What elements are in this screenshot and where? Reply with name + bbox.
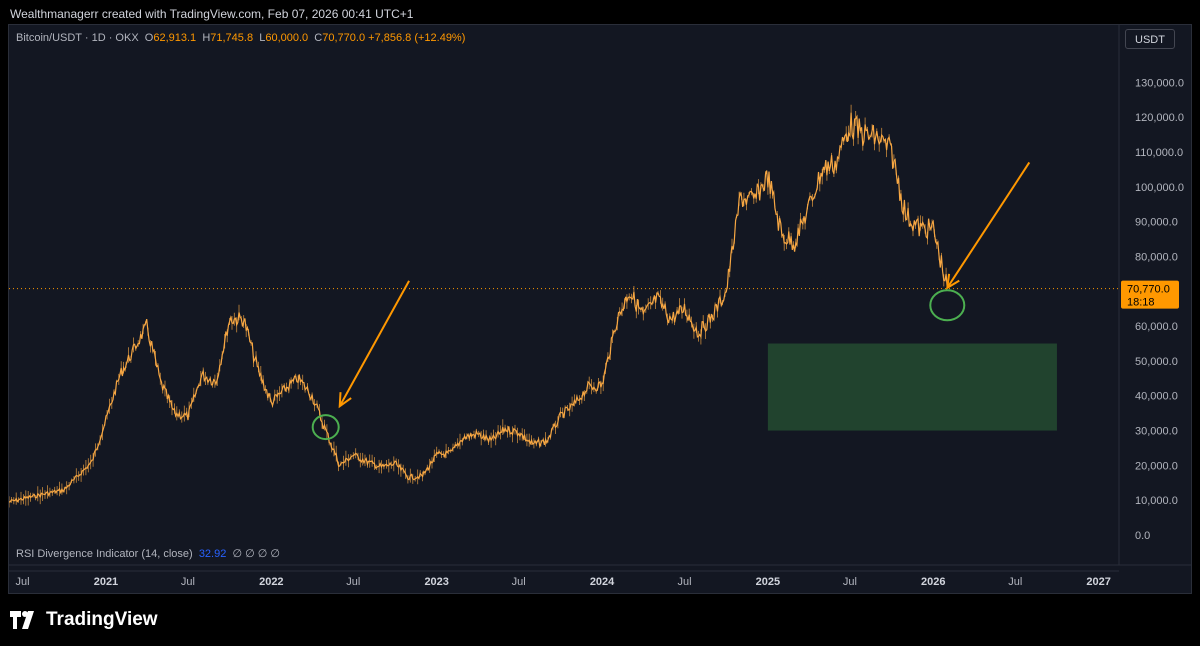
close-label: C (314, 32, 323, 44)
currency-button[interactable]: USDT (1125, 29, 1175, 49)
price-tag-box (1121, 280, 1179, 309)
x-tick-label: Jul (346, 576, 360, 588)
demand-zone (767, 343, 1057, 431)
candle-wicks (9, 104, 947, 508)
close-value: 70,770.0 (322, 32, 366, 44)
symbol-name: Bitcoin/USDT · 1D · OKX (16, 32, 139, 44)
x-tick-label: Jul (16, 576, 30, 588)
low-label: L (259, 32, 266, 44)
price-chart-svg[interactable]: 130,000.0 120,000.0 110,000.0 100,000.0 90,0… (9, 25, 1192, 594)
y-tick-label: 90,000.0 (1135, 217, 1178, 229)
y-tick-label: 10,000.0 (1135, 495, 1178, 507)
price-tag-value: 70,770.0 (1127, 284, 1170, 296)
chart-credit: Wealthmanagerr created with TradingView.… (10, 7, 414, 21)
x-tick-label: Jul (677, 576, 691, 588)
annotation-arrowhead (338, 392, 352, 409)
y-tick-label: 60,000.0 (1135, 321, 1178, 333)
x-tick-label: Jul (1008, 576, 1022, 588)
x-tick-label: 2022 (259, 576, 283, 588)
y-tick-label: 120,000.0 (1135, 112, 1184, 124)
price-tag-countdown: 18:18 (1127, 297, 1155, 309)
annotation-arrowhead (946, 273, 960, 290)
x-tick-label: Jul (181, 576, 195, 588)
x-tick-label: Jul (843, 576, 857, 588)
y-tick-label: 50,000.0 (1135, 356, 1178, 368)
highlight-circle (311, 414, 340, 441)
x-tick-label: 2026 (921, 576, 945, 588)
low-value: 60,000.0 (265, 32, 309, 44)
high-label: H (202, 32, 211, 44)
annotation-arrow (338, 280, 410, 407)
y-tick-label: 20,000.0 (1135, 460, 1178, 472)
tradingview-logo: TradingView (10, 609, 158, 631)
change-value: +7,856.8 (+12.49%) (368, 32, 466, 44)
price-series-line (9, 112, 948, 503)
open-label: O (144, 32, 154, 44)
high-value: 71,745.8 (210, 32, 254, 44)
rsi-flags: ∅ ∅ ∅ ∅ (232, 548, 280, 560)
y-tick-label: 100,000.0 (1135, 182, 1184, 194)
y-tick-label: 130,000.0 (1135, 77, 1184, 89)
open-value: 62,913.1 (153, 32, 197, 44)
x-tick-label: Jul (512, 576, 526, 588)
rsi-label: RSI Divergence Indicator (14, close) (16, 548, 193, 560)
y-tick-label: 0.0 (1135, 530, 1150, 542)
y-tick-label: 30,000.0 (1135, 426, 1178, 438)
x-tick-label: 2023 (424, 576, 448, 588)
rsi-value: 32.92 (198, 548, 227, 560)
tradingview-logo-icon (10, 611, 34, 629)
y-tick-label: 80,000.0 (1135, 251, 1178, 263)
y-tick-label: 110,000.0 (1135, 147, 1183, 159)
symbol-legend: Bitcoin/USDT · 1D · OKX O62,913.1 H71,74… (16, 32, 465, 44)
chart-panel[interactable]: 130,000.0 120,000.0 110,000.0 100,000.0 90,0… (8, 24, 1192, 594)
highlight-circle (929, 289, 966, 322)
x-tick-label: 2027 (1086, 576, 1110, 588)
brand-name: TradingView (46, 609, 158, 630)
rsi-legend: RSI Divergence Indicator (14, close) 32.… (16, 547, 280, 560)
x-tick-label: 2024 (590, 576, 615, 588)
annotation-arrow (946, 161, 1031, 289)
y-tick-label: 40,000.0 (1135, 391, 1178, 403)
x-tick-label: 2021 (94, 576, 118, 588)
x-tick-label: 2025 (756, 576, 780, 588)
